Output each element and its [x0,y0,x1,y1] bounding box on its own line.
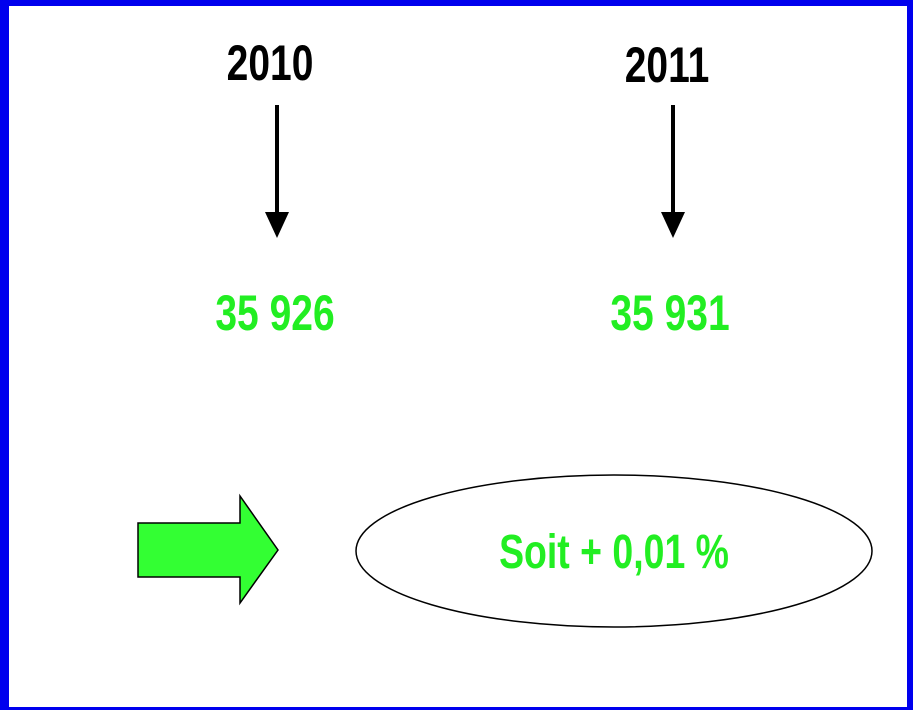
frame-right [907,0,913,710]
year-label: 2010 [227,34,314,91]
year-label-group: 2011 [625,36,710,93]
value-label-group: 35 931 [610,284,729,341]
down-arrow-head [265,212,289,238]
year-label: 2011 [625,36,710,93]
value-label-group: 35 926 [215,284,334,341]
frame-left [0,0,9,710]
frame-bottom [0,707,913,710]
value-label: 35 931 [610,284,729,341]
frame-top [0,0,913,6]
down-arrow-head [661,212,685,238]
result-text: Soit + 0,01 % [499,526,729,580]
result-group: Soit + 0,01 % [499,526,729,580]
year-label-group: 2010 [227,34,314,91]
value-label: 35 926 [215,284,334,341]
result-ellipse [355,474,873,628]
block-arrow [137,493,279,606]
